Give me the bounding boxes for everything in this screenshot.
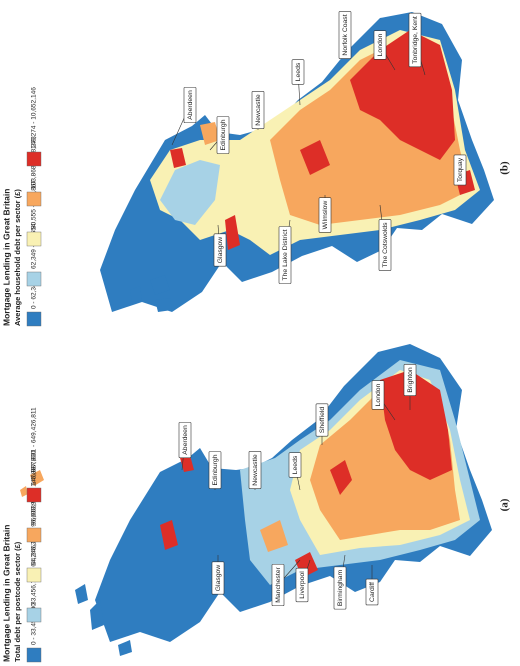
legend-subtitle: Total debt per postcode sector (£) xyxy=(13,541,22,662)
place-label: Liverpool xyxy=(299,571,306,599)
place-box xyxy=(373,30,387,60)
legend-swatch xyxy=(26,271,42,287)
place-label: London xyxy=(375,383,382,406)
place-box xyxy=(403,364,417,396)
place-label: The Cotswolds xyxy=(382,222,389,268)
place-box xyxy=(338,11,352,59)
legend-label: 96,603,926 - 146,887,830 xyxy=(31,450,38,525)
place-box xyxy=(251,91,265,129)
place-box xyxy=(453,154,467,186)
place-box xyxy=(291,59,305,85)
place-box xyxy=(278,226,292,284)
panel-label: (b) xyxy=(499,161,511,175)
legend-label: 0 - 62,348 xyxy=(31,279,38,309)
legend-swatch xyxy=(26,191,42,207)
place-label: Edinburgh xyxy=(220,119,227,150)
place-box xyxy=(208,451,222,489)
place-label: Brighton xyxy=(407,367,414,393)
legend-title: Mortgage Lending in Great Britain xyxy=(1,525,11,662)
place-label: Glasgow xyxy=(217,237,224,264)
place-label: Leeds xyxy=(292,455,299,474)
place-label: Torquay xyxy=(457,157,464,182)
place-box xyxy=(295,567,309,603)
place-label: Aberdeen xyxy=(182,425,189,455)
place-label: London xyxy=(377,33,384,56)
place-box xyxy=(178,421,192,459)
legend-label: 146,887,831 - 649,426,811 xyxy=(31,407,38,485)
map-a xyxy=(20,344,492,656)
place-box xyxy=(315,403,329,437)
legend-title: Mortgage Lending in Great Britain xyxy=(1,189,11,326)
place-box xyxy=(333,566,347,610)
legend-swatch xyxy=(26,311,42,327)
map-b xyxy=(100,12,494,312)
place-label: Norfolk Coast xyxy=(342,14,349,55)
place-box xyxy=(216,116,230,154)
place-label: Cardiff xyxy=(369,582,376,602)
place-box xyxy=(318,197,332,233)
place-box xyxy=(183,86,197,124)
legend-swatch xyxy=(26,151,42,167)
legend-swatch xyxy=(26,231,42,247)
legend-swatch xyxy=(26,647,42,663)
place-label: Edinburgh xyxy=(212,454,219,485)
overlay: Mortgage Lending in Great Britain Total d… xyxy=(1,11,511,663)
place-label: Sheffield xyxy=(319,407,326,434)
place-label: The Lake District xyxy=(282,229,289,280)
place-box xyxy=(211,561,225,595)
place-label: Tonbridge, Kent xyxy=(412,16,419,64)
place-label: Manchester xyxy=(275,567,282,603)
legend-swatch xyxy=(26,607,42,623)
place-box xyxy=(213,233,227,267)
legend-swatch xyxy=(26,527,42,543)
place-box xyxy=(288,452,302,478)
legend-subtitle: Average household debt per sector (£) xyxy=(13,189,22,326)
place-box xyxy=(408,12,422,68)
legend-label: 148,274 - 10,652,146 xyxy=(31,87,38,149)
panel-label: (a) xyxy=(499,498,511,511)
place-box xyxy=(365,578,379,606)
place-label: Newcastle xyxy=(255,94,262,126)
place-box xyxy=(371,380,385,410)
place-label: Glasgow xyxy=(215,565,222,592)
place-label: Birmingham xyxy=(337,570,344,607)
place-label: Aberdeen xyxy=(187,90,194,120)
place-label: Newcastle xyxy=(252,454,259,486)
place-label: Wilmslow xyxy=(322,201,329,230)
place-box xyxy=(271,563,285,607)
legend-swatch xyxy=(26,487,42,503)
legend-swatch xyxy=(26,567,42,583)
legend-label: 0 - 33,456,700 xyxy=(31,603,38,645)
place-label: Leeds xyxy=(295,62,302,81)
place-box xyxy=(248,451,262,489)
place-box xyxy=(378,219,392,271)
